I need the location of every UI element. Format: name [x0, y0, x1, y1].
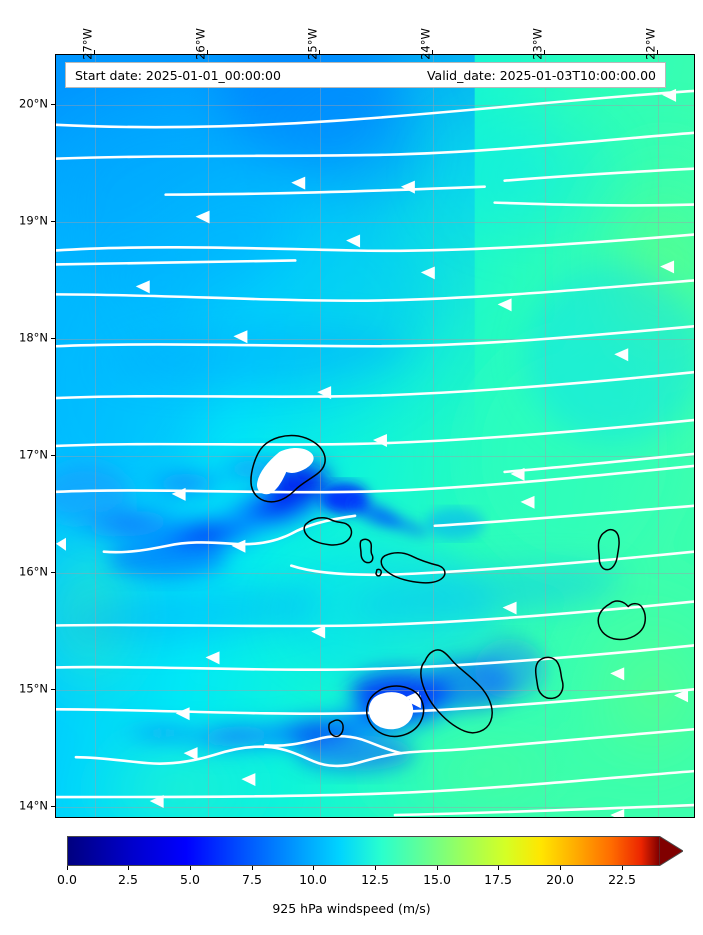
ytick-label-14n: 14°N — [19, 798, 48, 813]
coastlines-layer — [250, 434, 647, 738]
gridline-vertical — [208, 55, 209, 817]
ytick-label-20n: 20°N — [19, 96, 48, 111]
ytick-label-18n: 18°N — [19, 330, 48, 345]
xtick-label-22w: 22°W — [643, 28, 658, 60]
map-axes[interactable] — [55, 54, 695, 818]
colorbar-extend-arrow — [659, 836, 683, 866]
ytick-mark — [51, 689, 55, 690]
ytick-mark — [51, 806, 55, 807]
colorbar-label-4: 10.0 — [299, 872, 327, 887]
ytick-mark — [51, 221, 55, 222]
gridline-horizontal — [56, 456, 694, 457]
ytick-mark — [51, 338, 55, 339]
colorbar-label-5: 12.5 — [361, 872, 389, 887]
ytick-label-19n: 19°N — [19, 213, 48, 228]
gridline-horizontal — [56, 222, 694, 223]
colorbar-label-9: 22.5 — [608, 872, 636, 887]
gridline-vertical — [545, 55, 546, 817]
colorbar[interactable] — [67, 836, 660, 866]
gridline-horizontal — [56, 690, 694, 691]
xtick-mark — [319, 50, 320, 54]
streamlines-layer — [56, 88, 694, 817]
gridline-vertical — [320, 55, 321, 817]
colorbar-tick — [128, 866, 129, 870]
xtick-label-27w: 27°W — [80, 28, 95, 60]
xtick-label-23w: 23°W — [530, 28, 545, 60]
colorbar-label-2: 5.0 — [180, 872, 200, 887]
terrain-mask — [256, 447, 414, 730]
xtick-label-24w: 24°W — [418, 28, 433, 60]
xtick-mark — [657, 50, 658, 54]
streamline-arrowheads — [56, 88, 689, 817]
colorbar-tick — [190, 866, 191, 870]
xtick-mark — [207, 50, 208, 54]
colorbar-tick — [498, 866, 499, 870]
colorbar-tick — [437, 866, 438, 870]
colorbar-label-3: 7.5 — [242, 872, 262, 887]
colorbar-label-6: 15.0 — [423, 872, 451, 887]
ytick-mark — [51, 572, 55, 573]
colorbar-tick — [252, 866, 253, 870]
colorbar-gradient — [67, 836, 660, 866]
colorbar-tick — [560, 866, 561, 870]
gridline-vertical — [95, 55, 96, 817]
gridline-horizontal — [56, 807, 694, 808]
colorbar-label-0: 0.0 — [57, 872, 77, 887]
colorbar-label-1: 2.5 — [118, 872, 138, 887]
ytick-mark — [51, 104, 55, 105]
colorbar-label-7: 17.5 — [484, 872, 512, 887]
gridline-horizontal — [56, 339, 694, 340]
xtick-mark — [432, 50, 433, 54]
colorbar-tick — [67, 866, 68, 870]
xtick-label-26w: 26°W — [193, 28, 208, 60]
colorbar-tick — [622, 866, 623, 870]
xtick-label-25w: 25°W — [305, 28, 320, 60]
gridline-horizontal — [56, 105, 694, 106]
ytick-label-16n: 16°N — [19, 564, 48, 579]
ytick-mark — [51, 455, 55, 456]
gridline-vertical — [433, 55, 434, 817]
colorbar-tick — [313, 866, 314, 870]
xtick-mark — [544, 50, 545, 54]
colorbar-title: 925 hPa windspeed (m/s) — [272, 901, 431, 916]
colorbar-label-8: 20.0 — [546, 872, 574, 887]
ytick-label-15n: 15°N — [19, 681, 48, 696]
colorbar-tick — [375, 866, 376, 870]
ytick-label-17n: 17°N — [19, 447, 48, 462]
xtick-mark — [94, 50, 95, 54]
gridline-vertical — [658, 55, 659, 817]
